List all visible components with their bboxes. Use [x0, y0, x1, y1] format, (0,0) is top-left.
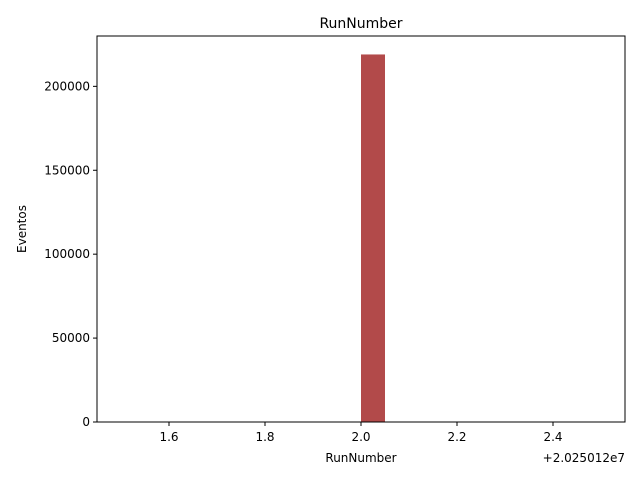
x-axis-label: RunNumber: [325, 451, 396, 465]
x-axis-offset-text: +2.025012e7: [543, 451, 625, 465]
bars-group: [361, 54, 385, 422]
y-axis-label: Eventos: [15, 205, 29, 253]
x-tick-label: 2.2: [447, 430, 466, 444]
x-axis-ticks: 1.6 1.8 2.0 2.2 2.4: [159, 422, 563, 444]
y-tick-label: 100000: [44, 247, 90, 261]
bar-0: [361, 54, 385, 422]
y-tick-label: 50000: [52, 331, 90, 345]
y-tick-label: 150000: [44, 163, 90, 177]
x-tick-label: 1.8: [255, 430, 274, 444]
x-tick-label: 1.6: [159, 430, 178, 444]
x-tick-label: 2.0: [351, 430, 370, 444]
chart-title: RunNumber: [319, 16, 402, 32]
y-tick-label: 200000: [44, 79, 90, 93]
y-axis-ticks: 0 50000 100000 150000 200000: [44, 79, 97, 429]
y-tick-label: 0: [82, 415, 90, 429]
x-tick-label: 2.4: [543, 430, 562, 444]
